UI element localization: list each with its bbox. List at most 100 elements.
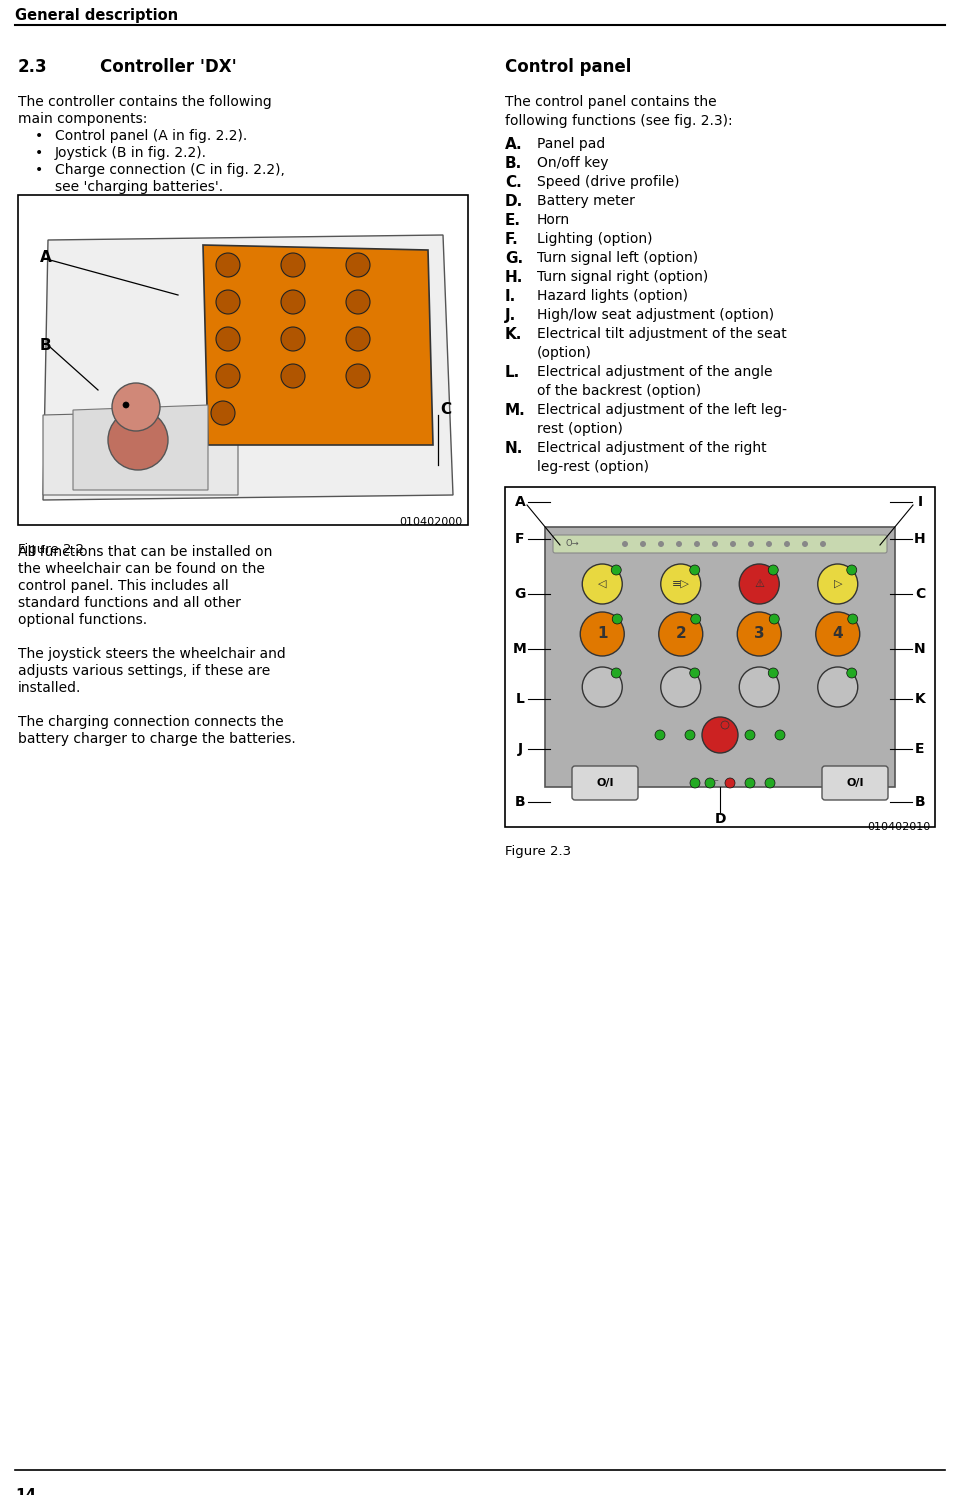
- Text: M.: M.: [505, 404, 526, 419]
- Circle shape: [730, 541, 736, 547]
- Text: F: F: [516, 532, 525, 546]
- Text: L.: L.: [505, 365, 520, 380]
- Text: leg-rest (option): leg-rest (option): [537, 460, 649, 474]
- Circle shape: [784, 541, 790, 547]
- Circle shape: [818, 667, 857, 707]
- Circle shape: [583, 564, 622, 604]
- Text: N: N: [914, 641, 925, 656]
- Text: 010402010: 010402010: [867, 822, 930, 833]
- Text: E.: E.: [505, 212, 521, 229]
- Text: J.: J.: [505, 308, 516, 323]
- Circle shape: [640, 541, 646, 547]
- Text: see 'charging batteries'.: see 'charging batteries'.: [55, 179, 223, 194]
- Circle shape: [346, 327, 370, 351]
- Circle shape: [281, 253, 305, 277]
- Text: B: B: [515, 795, 525, 809]
- Circle shape: [689, 565, 700, 576]
- Circle shape: [676, 541, 682, 547]
- Circle shape: [705, 777, 715, 788]
- Circle shape: [660, 564, 701, 604]
- Text: Electrical adjustment of the right: Electrical adjustment of the right: [537, 441, 767, 454]
- FancyBboxPatch shape: [572, 765, 638, 800]
- Text: K: K: [915, 692, 925, 706]
- Text: A.: A.: [505, 138, 522, 152]
- Circle shape: [659, 611, 703, 656]
- Text: Lighting (option): Lighting (option): [537, 232, 653, 247]
- Text: Charge connection (C in fig. 2.2),: Charge connection (C in fig. 2.2),: [55, 163, 285, 176]
- Text: standard functions and all other: standard functions and all other: [18, 597, 241, 610]
- Circle shape: [658, 541, 664, 547]
- Circle shape: [612, 565, 621, 576]
- FancyBboxPatch shape: [822, 765, 888, 800]
- Circle shape: [694, 541, 700, 547]
- Text: M: M: [514, 641, 527, 656]
- Text: Control panel: Control panel: [505, 58, 632, 76]
- Text: Speed (drive profile): Speed (drive profile): [537, 175, 680, 188]
- Circle shape: [612, 668, 621, 679]
- Text: Horn: Horn: [537, 212, 570, 227]
- Circle shape: [737, 611, 781, 656]
- Circle shape: [745, 730, 755, 740]
- Circle shape: [818, 564, 857, 604]
- Circle shape: [346, 253, 370, 277]
- Circle shape: [123, 402, 129, 408]
- Text: Figure 2.3: Figure 2.3: [505, 845, 571, 858]
- Circle shape: [655, 730, 665, 740]
- Text: the wheelchair can be found on the: the wheelchair can be found on the: [18, 562, 265, 576]
- Polygon shape: [545, 528, 895, 786]
- Circle shape: [765, 777, 775, 788]
- Text: •: •: [35, 129, 43, 144]
- Circle shape: [702, 718, 738, 753]
- Text: General description: General description: [15, 7, 179, 22]
- Circle shape: [725, 777, 735, 788]
- Text: High/low seat adjustment (option): High/low seat adjustment (option): [537, 308, 774, 321]
- Polygon shape: [73, 405, 208, 490]
- Circle shape: [281, 327, 305, 351]
- Text: ▷: ▷: [833, 579, 842, 589]
- Circle shape: [768, 565, 779, 576]
- Circle shape: [612, 614, 622, 623]
- Text: I.: I.: [505, 289, 516, 303]
- Text: N.: N.: [505, 441, 523, 456]
- Circle shape: [768, 668, 779, 679]
- Text: The charging connection connects the: The charging connection connects the: [18, 715, 283, 730]
- Text: Electrical tilt adjustment of the seat: Electrical tilt adjustment of the seat: [537, 327, 787, 341]
- Text: Hazard lights (option): Hazard lights (option): [537, 289, 688, 303]
- Text: 3: 3: [754, 626, 764, 641]
- Text: O→: O→: [565, 540, 579, 549]
- Circle shape: [108, 410, 168, 469]
- Text: Figure 2.2: Figure 2.2: [18, 543, 84, 556]
- Circle shape: [745, 777, 755, 788]
- Text: D: D: [714, 812, 726, 827]
- Text: The controller contains the following: The controller contains the following: [18, 96, 272, 109]
- Text: D.: D.: [505, 194, 523, 209]
- Text: C: C: [915, 588, 925, 601]
- Circle shape: [216, 363, 240, 389]
- FancyBboxPatch shape: [18, 194, 468, 525]
- Circle shape: [748, 541, 754, 547]
- Text: J: J: [517, 742, 522, 756]
- Text: battery charger to charge the batteries.: battery charger to charge the batteries.: [18, 733, 296, 746]
- Text: C.: C.: [505, 175, 521, 190]
- Circle shape: [216, 253, 240, 277]
- Circle shape: [112, 383, 160, 431]
- Text: Panel pad: Panel pad: [537, 138, 605, 151]
- Text: Electrical adjustment of the angle: Electrical adjustment of the angle: [537, 365, 773, 380]
- Text: Turn signal right (option): Turn signal right (option): [537, 271, 708, 284]
- Text: of the backrest (option): of the backrest (option): [537, 384, 701, 398]
- Circle shape: [689, 668, 700, 679]
- Circle shape: [281, 363, 305, 389]
- Circle shape: [712, 541, 718, 547]
- Circle shape: [847, 565, 856, 576]
- Text: 4: 4: [832, 626, 843, 641]
- Circle shape: [346, 290, 370, 314]
- Text: Battery meter: Battery meter: [537, 194, 635, 208]
- Text: 2: 2: [676, 626, 686, 641]
- Text: main components:: main components:: [18, 112, 148, 126]
- Text: C: C: [440, 402, 451, 417]
- Text: ≡▷: ≡▷: [672, 579, 689, 589]
- Text: Controller 'DX': Controller 'DX': [100, 58, 237, 76]
- Circle shape: [820, 541, 826, 547]
- Circle shape: [216, 327, 240, 351]
- Text: L: L: [516, 692, 524, 706]
